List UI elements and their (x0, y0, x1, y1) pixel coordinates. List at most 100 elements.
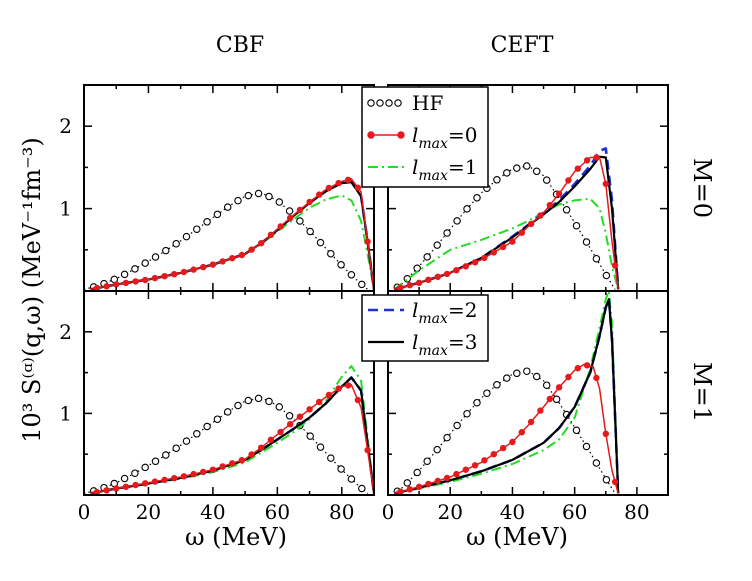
y-tick-label: 2 (59, 320, 72, 344)
hf-marker (542, 381, 551, 389)
hf-marker (203, 218, 211, 226)
lmax0-marker (161, 476, 168, 484)
hf-marker (131, 469, 139, 477)
hf-marker (296, 217, 304, 225)
lmax0-marker (122, 483, 130, 490)
legend-marker (376, 99, 384, 107)
legend-marker (394, 99, 402, 107)
hf-marker (244, 396, 253, 405)
hf-marker (316, 238, 325, 247)
lmax0-marker (462, 263, 469, 270)
lmax0-marker (228, 460, 236, 467)
hf-marker (316, 443, 325, 451)
hf-marker (358, 280, 366, 289)
hf-marker (151, 457, 160, 466)
series-line-l_max-1 (90, 194, 374, 291)
lmax0-marker (574, 365, 581, 372)
lmax0-marker (103, 487, 110, 494)
lmax0-marker (199, 468, 207, 476)
lmax0-marker (267, 231, 275, 238)
hf-marker (254, 189, 263, 198)
x-tick-label: 0 (78, 500, 91, 524)
lmax0-marker (555, 384, 563, 391)
legend-label: lmax=0 (412, 123, 477, 152)
lmax0-marker (219, 258, 226, 265)
hf-marker (285, 412, 294, 420)
x-tick-label: 0 (382, 500, 395, 524)
panel-0: 12 (59, 84, 375, 292)
hf-marker (141, 259, 149, 267)
hf-marker (306, 227, 314, 236)
lmax0-marker (593, 154, 600, 161)
x-tick-label: 40 (200, 500, 225, 524)
plot-area (393, 291, 620, 495)
lmax0-marker (199, 263, 207, 271)
hf-marker (433, 241, 441, 249)
lmax0-marker (546, 201, 553, 209)
lmax0-marker (238, 457, 246, 464)
plot-area (84, 365, 374, 495)
hf-marker (483, 389, 491, 397)
hf-marker (193, 225, 201, 233)
hf-marker (473, 398, 481, 407)
lmax0-marker (296, 413, 304, 420)
lmax0-marker (443, 270, 451, 278)
lmax0-marker (434, 273, 441, 280)
hf-marker (403, 275, 412, 283)
series-line-l_max-3 (393, 298, 620, 495)
lmax0-marker (499, 444, 507, 452)
lmax0-marker (180, 268, 188, 276)
lmax0-marker (335, 385, 342, 392)
lmax0-marker (209, 466, 217, 473)
y-tick-label: 1 (59, 197, 72, 221)
x-tick-label: 80 (329, 500, 354, 524)
hf-marker (120, 474, 129, 483)
lmax0-marker (434, 477, 441, 485)
lmax0-marker (537, 212, 544, 219)
legend-label: lmax=2 (412, 298, 477, 327)
lmax0-marker (583, 157, 591, 164)
hf-marker (172, 444, 180, 452)
lmax0-marker (443, 474, 451, 482)
lmax0-marker (209, 261, 217, 268)
lmax0-marker (602, 180, 609, 188)
lmax0-marker (277, 223, 284, 230)
row-label-m0: M=0 (688, 158, 716, 218)
lmax0-marker (345, 176, 352, 183)
lmax0-marker (555, 190, 563, 197)
lmax0-marker (462, 466, 469, 473)
lmax0-marker (287, 214, 294, 222)
lmax0-marker (354, 396, 362, 404)
hf-marker (562, 206, 571, 214)
lmax0-marker (316, 191, 323, 198)
hf-marker (463, 205, 471, 213)
series-line-l_max-0 (90, 384, 374, 495)
lmax0-marker (335, 179, 342, 187)
y-axis-title: 10³ S⁽ᵅ⁾(q,ω) (MeV⁻¹fm⁻³) (18, 137, 46, 443)
hf-marker (327, 454, 335, 462)
legend-label: lmax=3 (412, 330, 477, 359)
hf-marker (413, 468, 421, 477)
lmax0-marker (527, 418, 535, 426)
lmax0-marker (248, 246, 255, 253)
lmax0-marker (122, 279, 130, 287)
x-axis-title-right: ω (MeV) (466, 523, 568, 551)
lmax0-marker (453, 470, 460, 478)
hf-marker (141, 463, 149, 472)
hf-marker (327, 249, 335, 258)
lmax0-marker (180, 473, 188, 480)
hf-marker (213, 415, 222, 423)
hf-marker (403, 479, 412, 487)
x-tick-label: 80 (624, 500, 649, 524)
legend-label: HF (412, 91, 443, 115)
hf-marker (285, 207, 294, 215)
lmax0-marker (397, 488, 404, 495)
panel-frame (387, 290, 669, 496)
panel-1 (387, 84, 669, 292)
hf-marker (182, 232, 191, 241)
hf-marker (582, 442, 591, 451)
lmax0-marker (415, 279, 423, 286)
lmax0-marker (296, 206, 304, 214)
panel-2: 0 20 40 60 80 1 2 (59, 290, 375, 524)
